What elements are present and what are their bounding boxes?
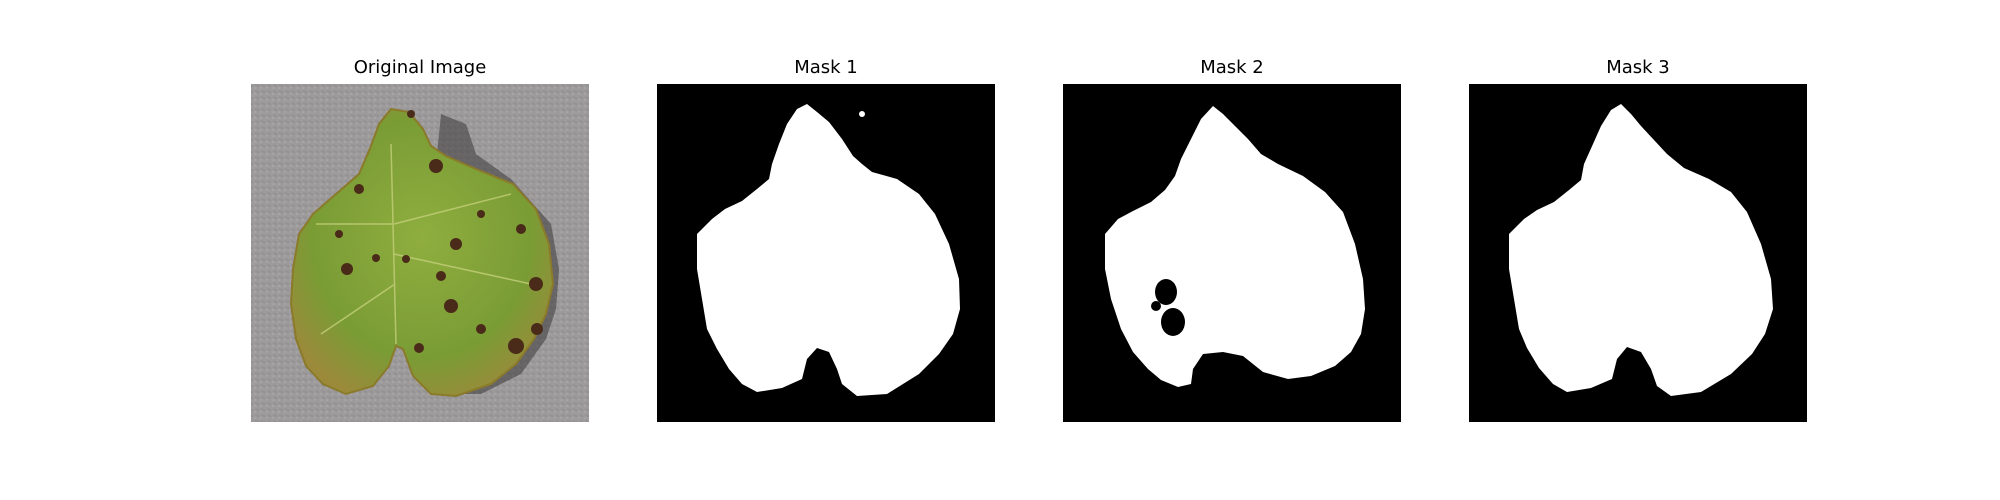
panel-original-image: Original Image [251, 0, 589, 500]
mask-2-svg [1063, 84, 1401, 422]
panel-title: Original Image [353, 57, 487, 78]
panel-mask-1: Mask 1 [657, 0, 995, 500]
mask-holes [1151, 279, 1185, 336]
panel-mask-3: Mask 3 [1469, 0, 1807, 500]
leaf-lesions [335, 110, 543, 354]
mask-1-image [657, 84, 995, 422]
panel-title: Mask 3 [1606, 57, 1670, 78]
mask-leaf-region [1509, 104, 1773, 396]
panel-title: Mask 1 [794, 57, 858, 78]
mask-2-image [1063, 84, 1401, 422]
mask-3-svg [1469, 84, 1807, 422]
mask-3-image [1469, 84, 1807, 422]
mask-speck [1146, 345, 1152, 351]
leaf-photo-svg [251, 84, 589, 422]
mask-1-svg [657, 84, 995, 422]
leaf-body [289, 107, 555, 398]
leaf-veins [316, 143, 532, 345]
original-leaf-photo [251, 84, 589, 422]
mask-speck [859, 111, 865, 117]
mask-leaf-region [697, 104, 960, 396]
panel-mask-2: Mask 2 [1063, 0, 1401, 500]
panel-title: Mask 2 [1200, 57, 1264, 78]
